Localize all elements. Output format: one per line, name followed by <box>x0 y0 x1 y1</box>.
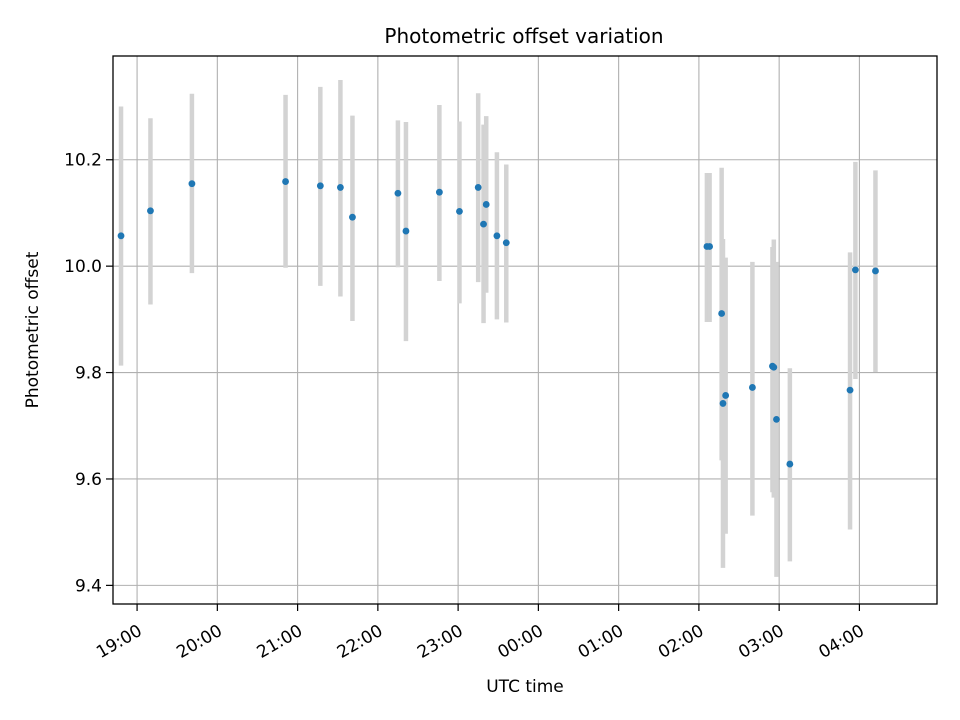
data-point <box>719 400 727 407</box>
data-point <box>188 180 196 188</box>
data-point <box>846 386 854 394</box>
data-point <box>872 267 879 275</box>
data-point <box>786 460 794 468</box>
grid <box>113 56 937 604</box>
data-point <box>852 266 859 274</box>
y-axis-label: Photometric offset <box>23 251 43 408</box>
data-point <box>282 178 289 185</box>
x-tick-label: 23:00 <box>414 621 466 663</box>
data-points <box>117 178 879 468</box>
x-tick-label: 01:00 <box>575 621 627 663</box>
x-tick-label: 22:00 <box>334 621 386 663</box>
data-point <box>337 184 344 191</box>
y-axis-ticks: 9.4 9.6 9.8 10.0 10.2 <box>64 151 113 596</box>
data-point <box>474 184 482 191</box>
data-point <box>770 363 778 371</box>
data-point <box>402 227 410 235</box>
x-axis-label: UTC time <box>486 677 564 697</box>
data-point <box>456 207 463 215</box>
data-point <box>147 207 154 215</box>
data-point <box>349 213 356 221</box>
x-axis-ticks: 19:00 20:00 21:00 22:00 23:00 00:00 01:00 02:00… <box>93 604 868 663</box>
x-tick-label: 02:00 <box>655 621 707 663</box>
x-tick-label: 19:00 <box>93 621 145 663</box>
y-tick-label: 10.0 <box>64 257 102 277</box>
x-tick-label: 21:00 <box>254 621 306 663</box>
data-point <box>722 392 730 399</box>
x-tick-label: 00:00 <box>494 621 546 663</box>
x-tick-label: 03:00 <box>735 621 787 663</box>
data-point <box>706 243 713 250</box>
data-point <box>316 182 324 190</box>
data-point <box>502 239 510 247</box>
chart-title: Photometric offset variation <box>384 24 663 48</box>
data-point <box>480 220 487 228</box>
data-point <box>435 188 443 196</box>
data-point <box>117 232 125 240</box>
y-tick-label: 9.4 <box>75 576 102 596</box>
plot-frame <box>112 55 938 605</box>
y-tick-label: 9.6 <box>75 470 102 490</box>
x-tick-label: 20:00 <box>173 621 225 663</box>
x-tick-label: 04:00 <box>815 621 867 663</box>
error-bars <box>118 79 878 577</box>
data-point <box>394 189 402 197</box>
y-tick-label: 9.8 <box>75 364 102 384</box>
data-point <box>773 415 780 423</box>
data-point <box>718 310 726 317</box>
data-point <box>493 232 501 240</box>
data-point <box>482 201 490 208</box>
data-point <box>749 384 756 391</box>
y-tick-label: 10.2 <box>64 151 102 171</box>
